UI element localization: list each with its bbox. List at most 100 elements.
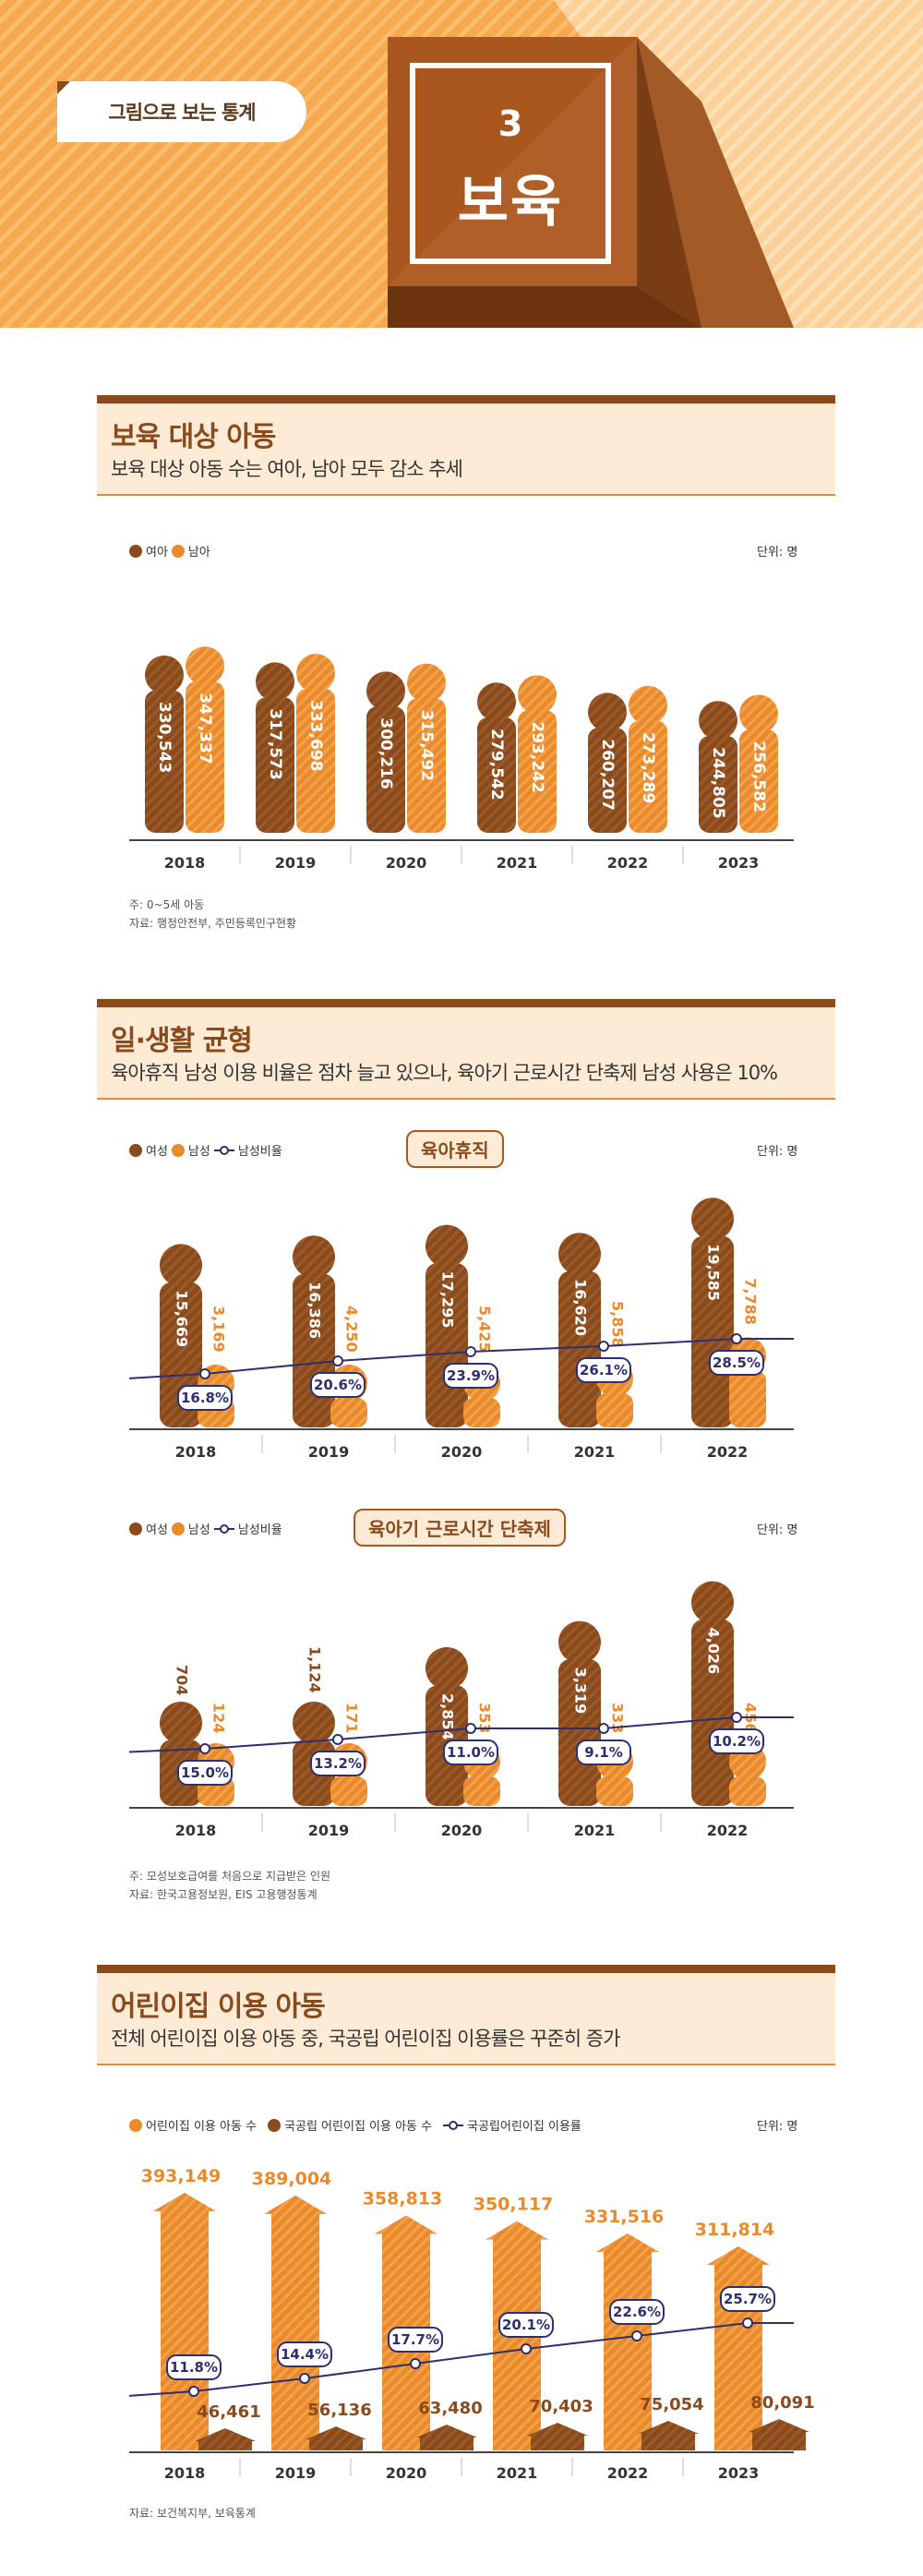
legend-rate: 국공립어린이집 이용률 [467, 2120, 581, 2134]
value-label-boy: 333,698 [306, 700, 325, 771]
rate-label-box [720, 2286, 775, 2312]
value-label-girl: 317,573 [266, 708, 284, 779]
bar-boy-head [296, 654, 335, 693]
chart-daycare: 2018 2019 2020 2021 2022 2023 393,149 46,461 389… [128, 2166, 815, 2482]
value-label-male: 5,425 [476, 1306, 494, 1353]
value-label-female: 15,669 [174, 1290, 191, 1347]
ratio-label-box [443, 1739, 498, 1765]
ratio-point [188, 2386, 199, 2397]
bar-boy [518, 710, 557, 833]
legend-male: 남성 [187, 1523, 210, 1537]
rate-label-box [277, 2341, 332, 2367]
ratio-label: 15.0% [181, 1764, 229, 1781]
legend-male: 남성 [187, 1145, 210, 1159]
rate-label-box [609, 2299, 665, 2325]
tag-notch [57, 81, 70, 94]
x-tick-label: 2022 [607, 854, 649, 872]
legend-public-icon [268, 2118, 282, 2132]
value-label-girl: 300,216 [377, 717, 395, 788]
ratio-label: 9.1% [584, 1744, 623, 1761]
value-label-public: 56,136 [307, 2401, 371, 2420]
x-tick-label: 2018 [164, 854, 206, 872]
note-line: 자료: 보건복지부, 보육통계 [129, 2507, 256, 2520]
value-label-boy: 256,582 [749, 740, 768, 812]
title-box [388, 37, 637, 286]
ratio-label-box [443, 1363, 498, 1389]
value-label-male: 4,250 [343, 1306, 361, 1353]
bar-girl-head [699, 701, 737, 740]
chart2-unit: 단위: 명 [757, 1145, 798, 1159]
value-label-female: 19,585 [705, 1244, 723, 1301]
value-label-boy: 347,337 [196, 692, 214, 764]
bar-total [596, 2233, 659, 2450]
bar-female-head [293, 1235, 335, 1279]
bar-boy [407, 698, 446, 833]
ratio-point [465, 1723, 476, 1734]
bar-male [729, 1776, 766, 1806]
bar-female-head [426, 1647, 468, 1691]
legend-male-icon [171, 1522, 185, 1535]
ratio-label: 16.8% [181, 1390, 229, 1406]
x-tick-label: 2022 [707, 1822, 749, 1839]
bar-female [558, 1659, 601, 1806]
bar-female-head [426, 1224, 468, 1268]
ratio-point [410, 2358, 421, 2369]
bar-public [638, 2421, 699, 2450]
x-tick-label: 2022 [607, 2464, 649, 2482]
bar-girl [477, 717, 516, 833]
chart4-unit: 단위: 명 [757, 2120, 798, 2134]
bar-boy [296, 688, 335, 833]
legend-public: 국공립 어린이집 이용 아동 수 [284, 2120, 433, 2134]
ratio-label: 28.5% [713, 1354, 761, 1371]
value-label-girl: 279,542 [487, 728, 506, 800]
x-tick-label: 2018 [175, 1443, 217, 1461]
ratio-label-box [709, 1350, 764, 1376]
bar-female-head [691, 1198, 734, 1241]
value-label-male: 353 [476, 1703, 494, 1733]
ratio-label-box [310, 1372, 366, 1398]
value-label-public: 75,054 [640, 2395, 703, 2414]
x-tick-label: 2019 [308, 1822, 350, 1839]
ratio-label-box [576, 1357, 631, 1383]
bar-female [558, 1270, 601, 1427]
value-label-total: 350,117 [473, 2195, 554, 2215]
bar-girl-head [477, 682, 516, 722]
legend-male-icon [171, 1143, 185, 1157]
bar-girl-head [145, 655, 184, 694]
legend-boy-icon [171, 544, 185, 558]
ratio-label-box [310, 1751, 366, 1776]
x-tick-label: 2019 [308, 1443, 350, 1461]
section-3-header [97, 1973, 835, 2065]
chart1-notes: 주: 0~5세 아동 자료: 행정안전부, 주민등록인구현황 [129, 896, 296, 933]
legend-total: 어린이집 이용 아동 수 [146, 2120, 258, 2134]
title-box-shade [388, 37, 637, 286]
value-label-total: 389,004 [252, 2169, 332, 2189]
legend-female: 여성 [146, 1145, 168, 1159]
bar-male [330, 1776, 367, 1806]
value-label-female: 1,124 [306, 1646, 324, 1693]
chapter-title: 보육 [457, 170, 564, 235]
value-label-male: 7,788 [742, 1278, 760, 1325]
ratio-point [598, 1341, 609, 1352]
ratio-label: 26.1% [580, 1362, 628, 1378]
bar-girl-head [588, 692, 627, 732]
chart4-notes: 자료: 보건복지부, 보육통계 [129, 2504, 256, 2522]
x-tick-label: 2020 [441, 1822, 483, 1839]
value-label-total: 393,149 [141, 2166, 222, 2186]
bar-total [264, 2195, 327, 2450]
ratio-point [742, 2317, 753, 2329]
bar-girl [588, 728, 627, 833]
section-2-bar [97, 999, 835, 1007]
section-3-bar [97, 1965, 835, 1973]
section-3-title: 어린이집 이용 아동 [111, 1991, 326, 2023]
value-label-male: 124 [210, 1703, 228, 1733]
x-tick-label: 2018 [164, 2464, 206, 2482]
value-label-public: 80,091 [750, 2393, 814, 2413]
x-tick-label: 2020 [386, 854, 427, 872]
value-label-male: 5,858 [609, 1301, 627, 1348]
x-tick-label: 2022 [707, 1443, 749, 1461]
ratio-label: 13.2% [314, 1755, 362, 1772]
ratio-point [521, 2343, 532, 2354]
bar-male [596, 1776, 633, 1806]
rate-label: 20.1% [502, 2317, 550, 2333]
